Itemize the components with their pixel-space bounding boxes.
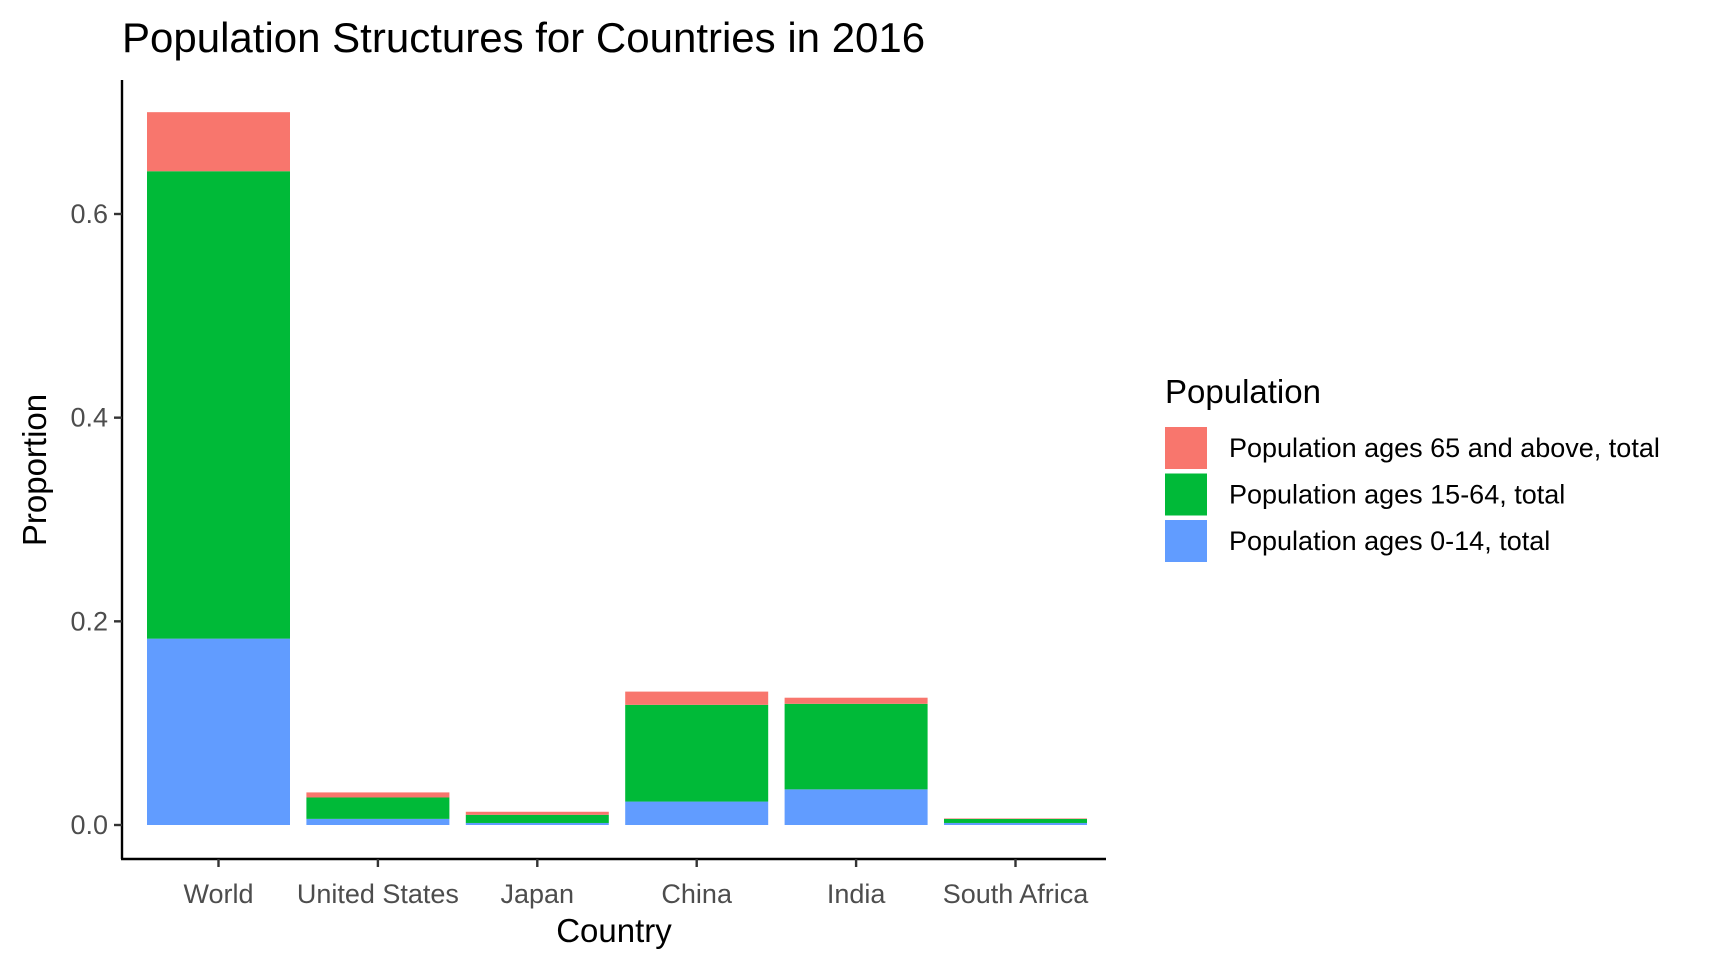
x-tick-label: India [827, 879, 887, 909]
legend-label: Population ages 65 and above, total [1229, 433, 1660, 463]
chart-title: Population Structures for Countries in 2… [122, 14, 925, 61]
bar-segment-india-series-1 [784, 703, 928, 790]
bar-segment-south-africa-series-1 [944, 818, 1087, 823]
bar-segment-china-series-0 [625, 801, 769, 825]
y-tick-label: 0.6 [70, 199, 108, 229]
x-tick-label: South Africa [943, 879, 1090, 909]
x-axis-title: Country [556, 912, 672, 949]
legend: Population Population ages 65 and above,… [1165, 373, 1660, 562]
bar-segment-united-states-series-1 [306, 797, 450, 819]
bar-segment-world-series-1 [147, 171, 290, 639]
legend-label: Population ages 15-64, total [1229, 480, 1565, 510]
y-axis-title: Proportion [16, 394, 53, 546]
plot-area [147, 112, 1087, 825]
legend-label: Population ages 0-14, total [1229, 526, 1550, 556]
x-tick-label: China [661, 879, 733, 909]
bar-segment-world-series-0 [147, 638, 290, 825]
y-tick-label: 0.0 [70, 810, 108, 840]
x-tick-label: World [183, 879, 253, 909]
bar-segment-south-africa-series-0 [944, 822, 1087, 825]
bar-segment-south-africa-series-2 [944, 818, 1087, 819]
legend-key [1165, 520, 1207, 562]
y-tick-label: 0.2 [70, 606, 108, 636]
bar-segment-china-series-1 [625, 704, 769, 802]
bar-segment-united-states-series-0 [306, 818, 450, 825]
legend-key [1165, 427, 1207, 469]
x-tick-label: Japan [501, 879, 575, 909]
legend-items: Population ages 65 and above, total Popul… [1165, 427, 1660, 562]
y-tick-label: 0.4 [70, 403, 108, 433]
bar-segment-india-series-0 [784, 789, 928, 825]
bar-segment-world-series-2 [147, 112, 290, 172]
x-axis-ticks: World United States Japan China India South A… [183, 859, 1089, 909]
legend-title: Population [1165, 373, 1321, 410]
bar-segment-china-series-2 [625, 691, 769, 705]
bar-segment-japan-series-1 [465, 814, 609, 823]
y-axis-ticks: 0.0 0.2 0.4 0.6 [70, 199, 122, 840]
bar-segment-japan-series-0 [465, 822, 609, 825]
bar-segment-india-series-2 [784, 697, 928, 704]
x-tick-label: United States [297, 879, 459, 909]
legend-key [1165, 473, 1207, 516]
bar-segment-japan-series-2 [465, 811, 609, 815]
bar-segment-united-states-series-2 [306, 792, 450, 798]
